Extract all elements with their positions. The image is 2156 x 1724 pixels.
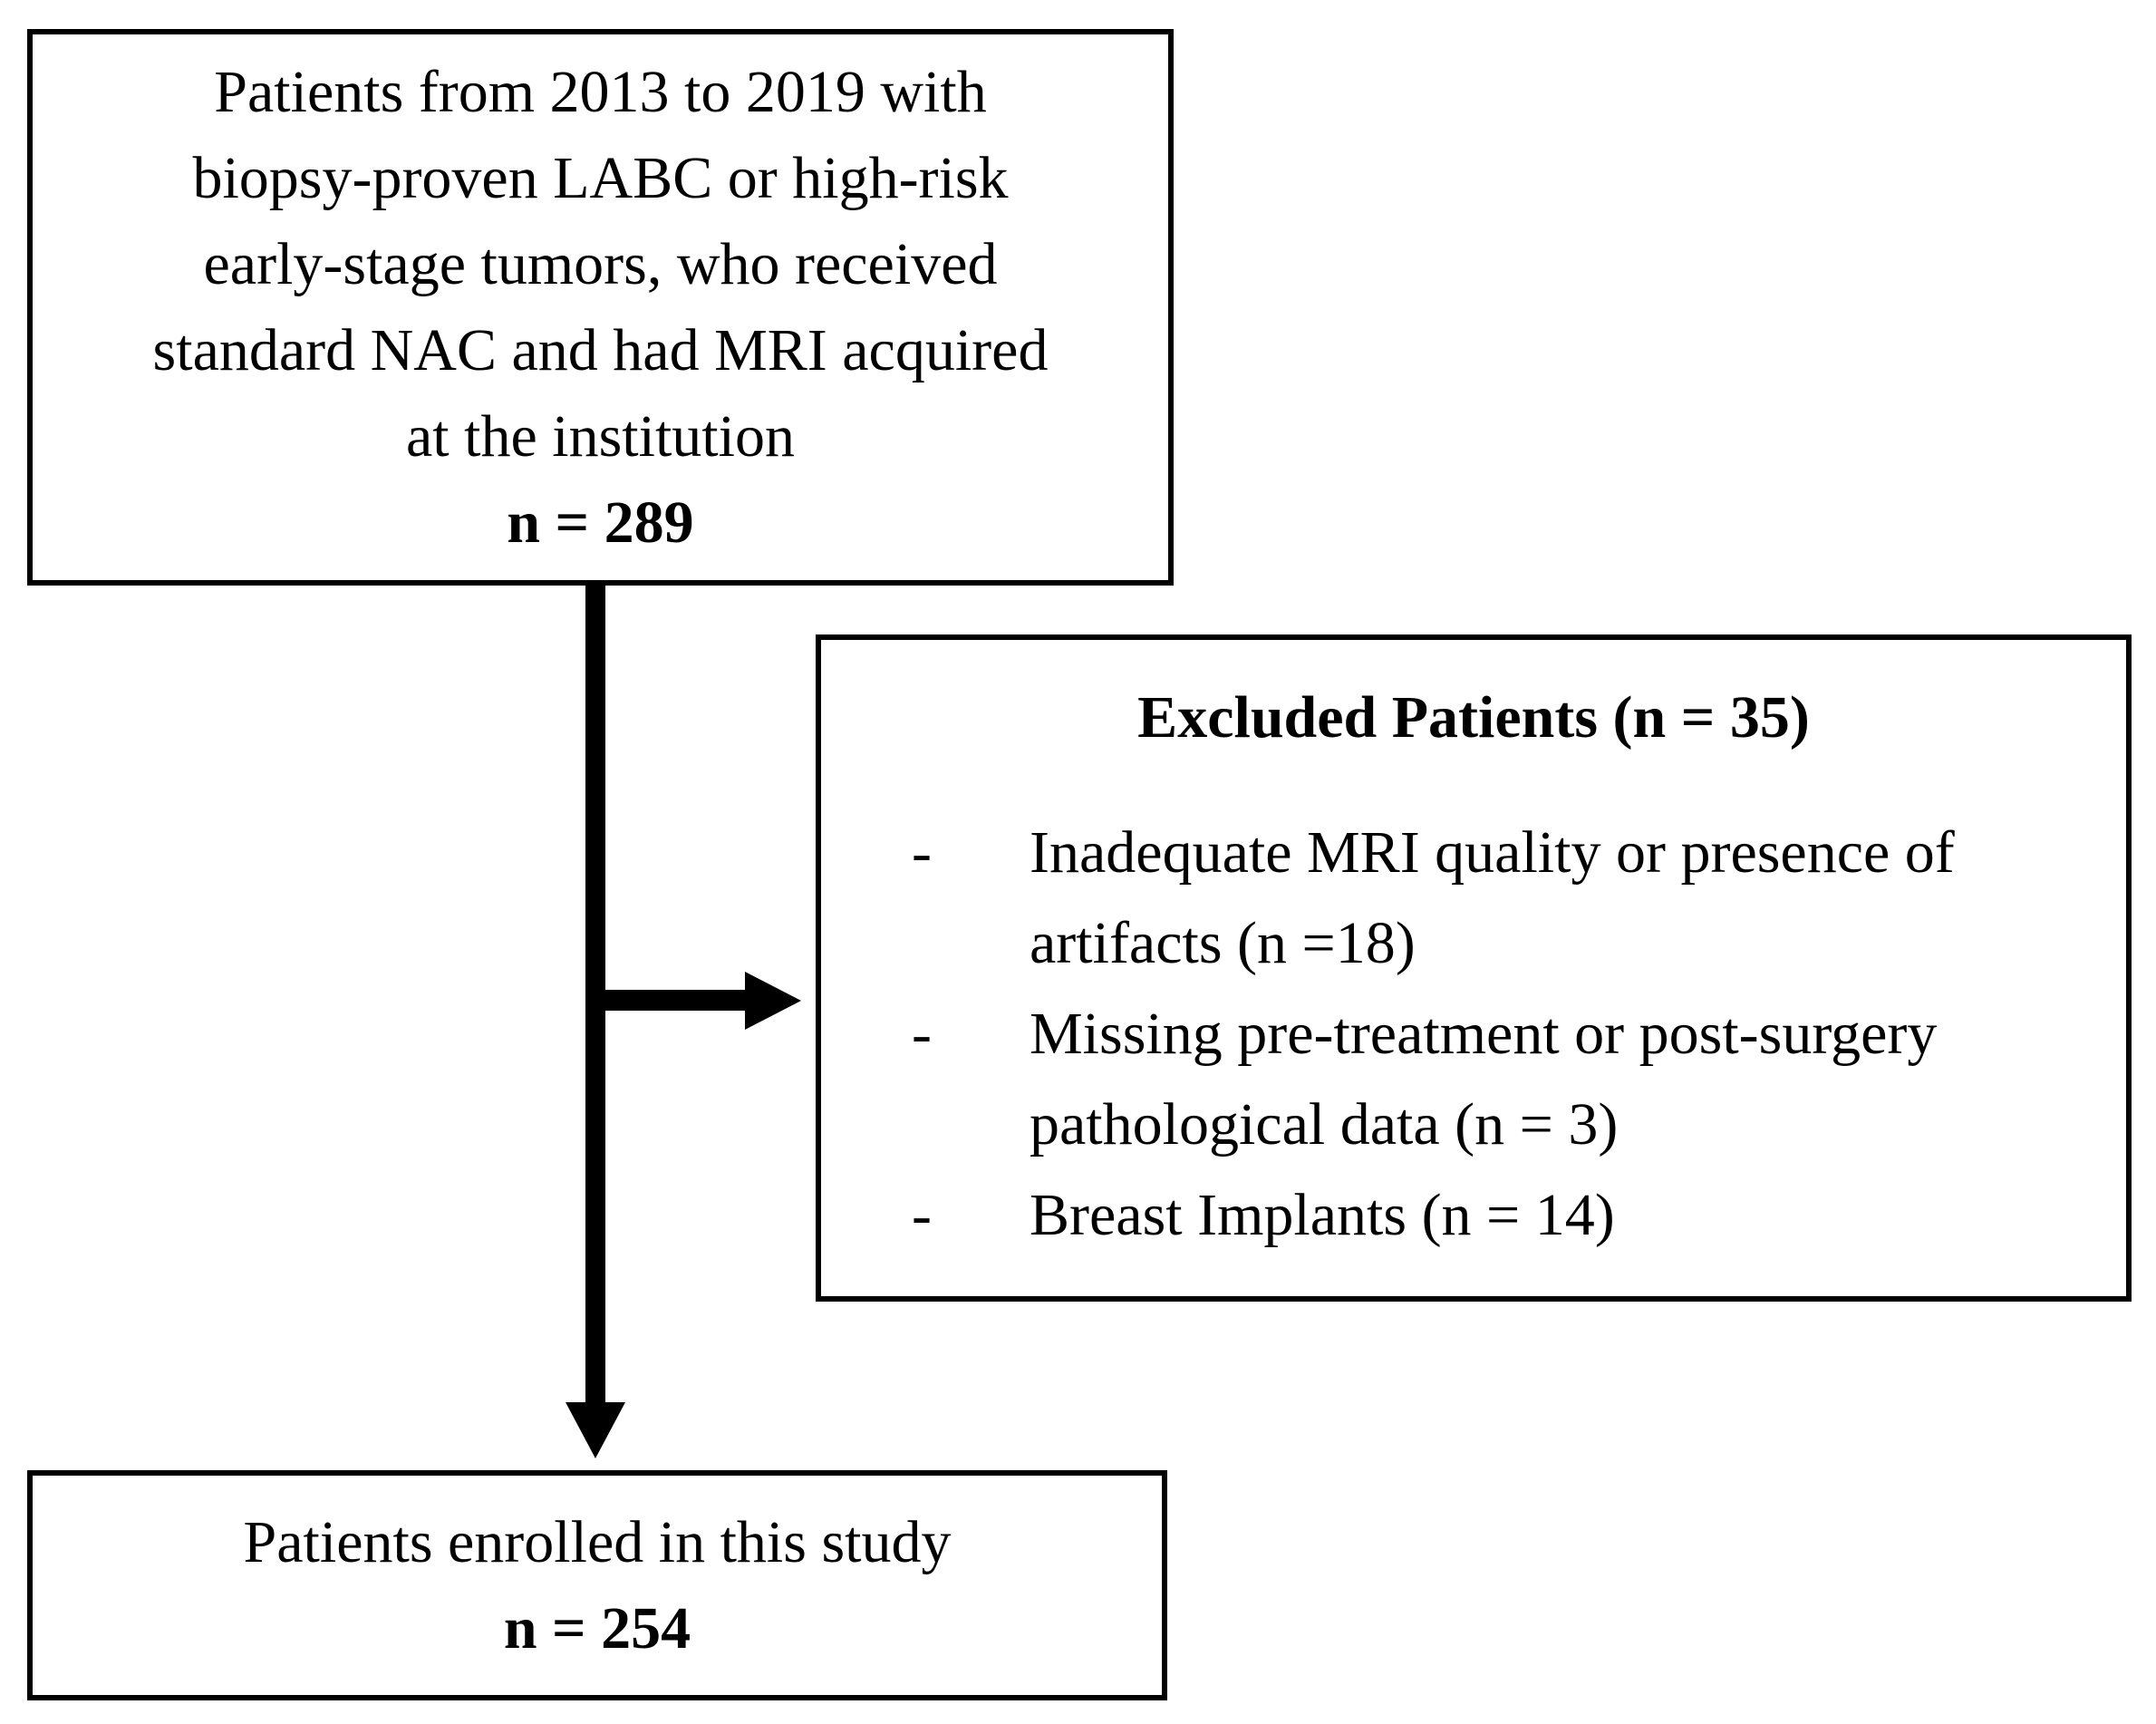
excluded-reason-text: Missing pre-treatment or post-surgery pa… [1030,1001,1938,1157]
arrow-down-head-icon [566,1402,625,1458]
eligible-count: n = 289 [507,489,694,556]
eligible-text-line: at the institution [406,403,795,470]
eligible-text-line: early-stage tumors, who received [203,231,998,297]
flow-box-excluded-patients: Excluded Patients (n = 35) - Inadequate … [816,634,2132,1302]
flow-box-enrolled-patients: Patients enrolled in this study n = 254 [27,1470,1167,1700]
excluded-title: Excluded Patients (n = 35) [1137,684,1810,751]
arrow-right-shaft [585,990,745,1011]
enrolled-count: n = 254 [503,1595,691,1661]
dash-bullet-icon: - [912,1001,932,1067]
eligible-text-line: biopsy-proven LABC or high-risk [192,145,1009,211]
enrolled-text-line: Patients enrolled in this study [243,1509,952,1575]
arrow-right-head-icon [745,972,801,1030]
list-item: - Breast Implants (n = 14) [912,1170,2090,1261]
excluded-reason-text: Inadequate MRI quality or presence of ar… [1030,819,1955,976]
dash-bullet-icon: - [912,819,932,886]
excluded-reason-list: - Inadequate MRI quality or presence of … [821,808,2126,1261]
list-item: - Inadequate MRI quality or presence of … [912,808,2090,989]
list-item: - Missing pre-treatment or post-surgery … [912,989,2090,1170]
excluded-reason-text: Breast Implants (n = 14) [1030,1182,1615,1248]
eligible-text-line: standard NAC and had MRI acquired [152,317,1049,383]
flow-box-eligible-patients: Patients from 2013 to 2019 with biopsy-p… [27,29,1174,586]
dash-bullet-icon: - [912,1182,932,1248]
eligible-text-line: Patients from 2013 to 2019 with [214,59,987,125]
